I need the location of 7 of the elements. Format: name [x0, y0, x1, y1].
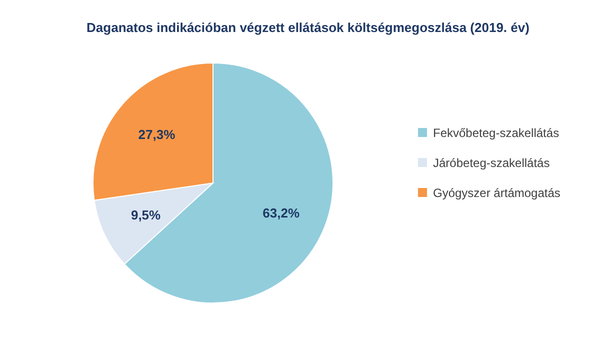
data-label: 27,3% [138, 126, 176, 142]
legend-label: Gyógyszer ártámogatás [433, 186, 560, 200]
data-label: 9,5% [130, 207, 162, 222]
chart-title: Daganatos indikációban végzett ellátások költségmegoszlása (2019. év) [86, 20, 530, 35]
data-label: 63,2% [262, 206, 300, 221]
legend-label: Fekvőbeteg-szakellátás [433, 126, 560, 140]
legend-label: Járóbeteg-szakellátás [433, 156, 550, 170]
